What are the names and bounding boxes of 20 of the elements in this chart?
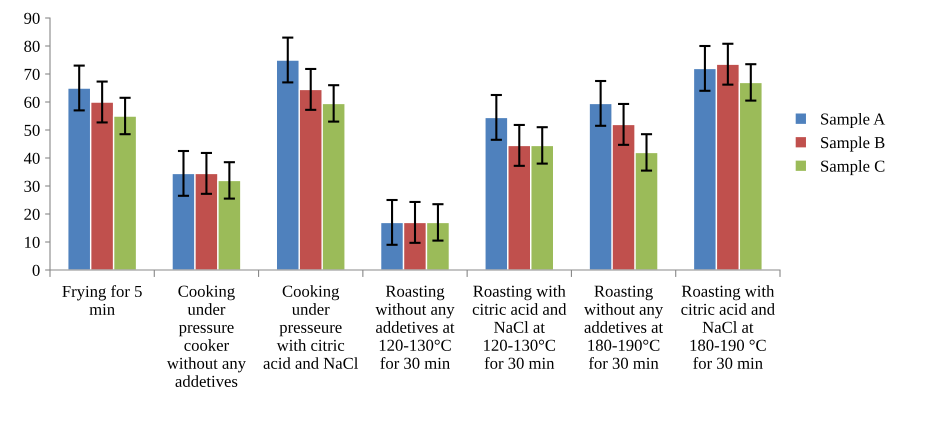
y-tick-label: 90	[24, 12, 40, 24]
x-tick-label: Frying for 5 min	[62, 285, 142, 315]
y-tick-label: 80	[24, 40, 40, 52]
y-tick-label: 0	[32, 264, 40, 276]
legend-label: Sample C	[821, 160, 884, 176]
y-tick-label: 10	[25, 236, 40, 248]
legend-label: Sample A	[821, 112, 886, 128]
x-tick-label: Roasting without any addetives at 120-130°C for 30 min	[375, 286, 455, 369]
x-tick-label: Roasting with citric acid and NaCl at 120-130°C for 30 min	[472, 285, 566, 369]
x-tick-label: Cooking under presseure with citric acid and NaCl	[264, 285, 358, 369]
y-tick-label: 60	[24, 96, 40, 108]
y-tick-label: 70	[24, 68, 40, 80]
x-tick-label: Roasting without any addetives at 180-190°C for 30 min	[584, 286, 664, 369]
y-tick-label: 20	[24, 208, 40, 220]
y-tick-label: 40	[24, 152, 40, 164]
y-tick-label: 50	[24, 124, 40, 136]
y-tick-label: 30	[24, 180, 40, 192]
x-tick-label: Cooking under pressure cooker without any addetives	[166, 285, 246, 387]
legend-label: Sample B	[821, 136, 884, 152]
x-tick-label: Roasting with citric acid and NaCl at 180-190 °C for 30 min	[681, 285, 775, 369]
